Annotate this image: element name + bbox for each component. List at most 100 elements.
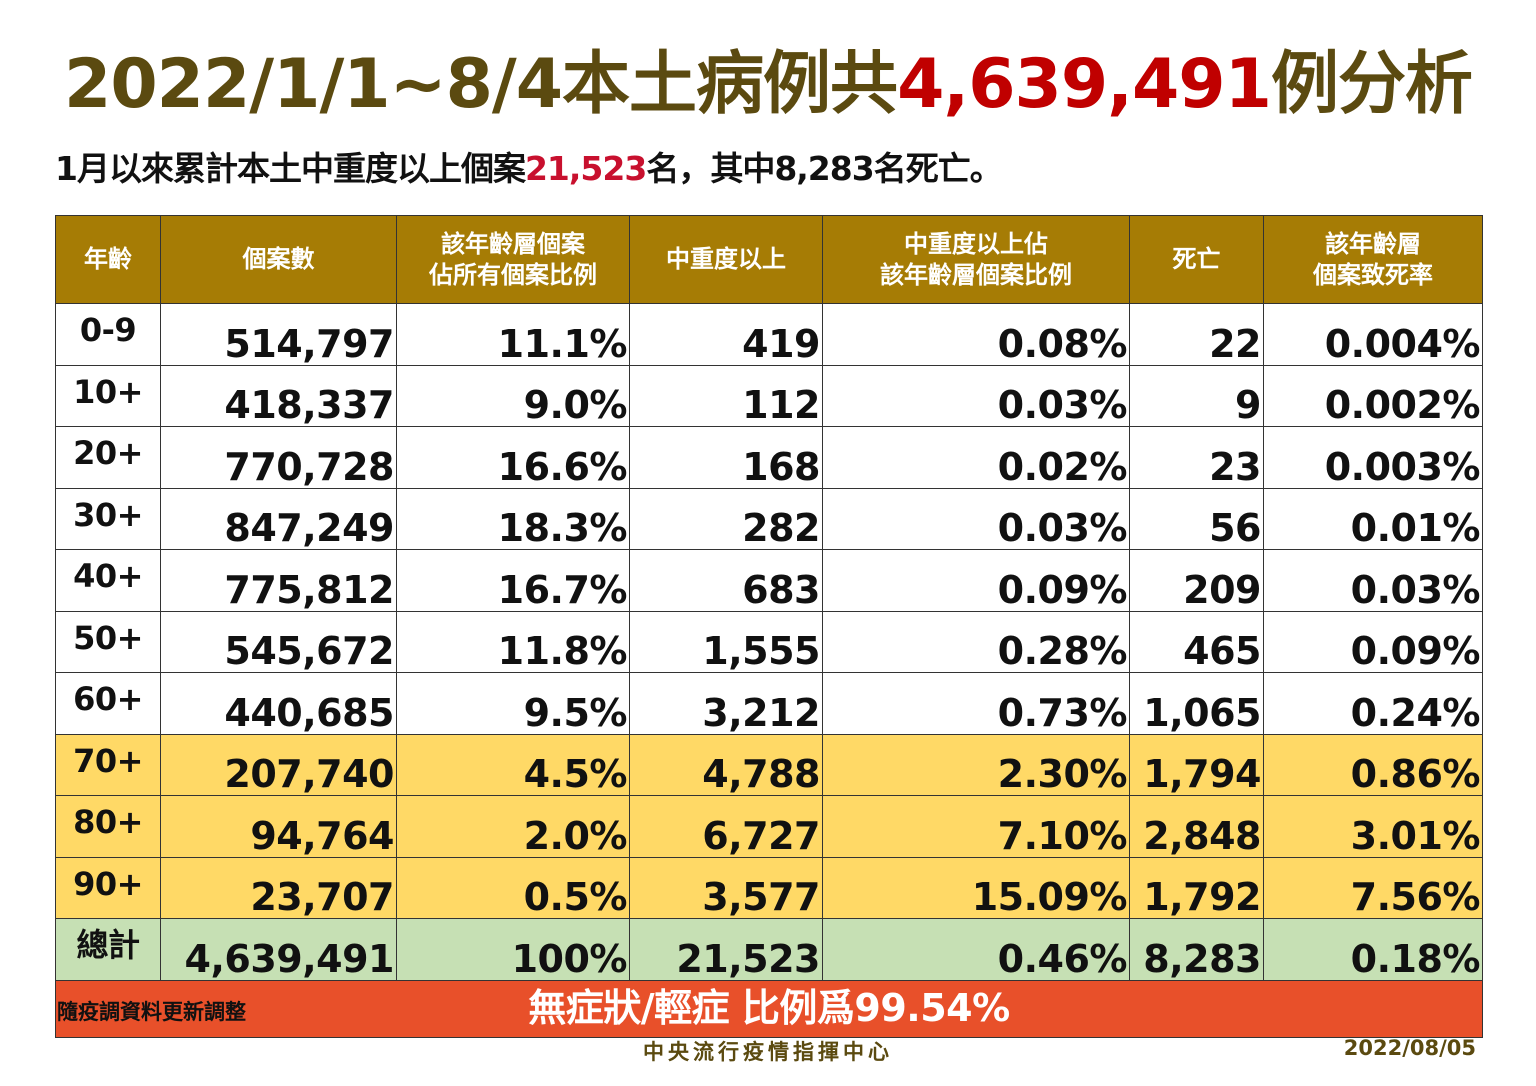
deaths-cell: 23 (1129, 426, 1264, 489)
deaths-cell: 9 (1129, 364, 1264, 427)
deaths-cell: 1,792 (1129, 856, 1264, 919)
deaths-cell: 1,065 (1129, 672, 1264, 735)
fatality-rate-cell: 3.01% (1263, 795, 1483, 858)
cases-cell: 207,740 (160, 733, 397, 796)
summary-suffix: 名，其中8,283名死亡。 (646, 149, 1002, 188)
deaths-cell: 8,283 (1129, 918, 1264, 981)
case-share-cell: 9.5% (396, 672, 630, 735)
fatality-rate-cell: 0.01% (1263, 487, 1483, 550)
table-row: 70+ 207,740 4.5% 4,788 2.30% 1,794 0.86% (55, 733, 1483, 796)
case-share-cell: 18.3% (396, 487, 630, 550)
cases-cell: 770,728 (160, 426, 397, 489)
table-row: 0-9 514,797 11.1% 419 0.08% 22 0.004% (55, 303, 1483, 366)
table-row: 90+ 23,707 0.5% 3,577 15.09% 1,792 7.56% (55, 856, 1483, 919)
cases-cell: 545,672 (160, 610, 397, 673)
deaths-cell: 22 (1129, 303, 1264, 366)
cases-cell: 94,764 (160, 795, 397, 858)
title-suffix: 例分析 (1270, 45, 1473, 124)
age-cell: 40+ (55, 549, 161, 612)
table-row: 10+ 418,337 9.0% 112 0.03% 9 0.002% (55, 364, 1483, 427)
age-cell: 20+ (55, 426, 161, 489)
severe-cell: 683 (629, 549, 823, 612)
table-row: 60+ 440,685 9.5% 3,212 0.73% 1,065 0.24% (55, 672, 1483, 735)
severe-cell: 6,727 (629, 795, 823, 858)
fatality-rate-cell: 0.003% (1263, 426, 1483, 489)
age-cell: 0-9 (55, 303, 161, 366)
age-cell: 70+ (55, 733, 161, 796)
age-analysis-table: 年齡 個案數 該年齡層個案 佔所有個案比例 中重度以上 中重度以上佔 該年齡層個案比例死… (55, 215, 1483, 1038)
cases-cell: 23,707 (160, 856, 397, 919)
case-share-cell: 4.5% (396, 733, 630, 796)
fatality-rate-cell: 0.03% (1263, 549, 1483, 612)
severe-share-cell: 0.28% (822, 610, 1130, 673)
severe-share-cell: 15.09% (822, 856, 1130, 919)
case-share-cell: 11.8% (396, 610, 630, 673)
fatality-rate-cell: 0.18% (1263, 918, 1483, 981)
title-prefix: 2022/1/1~8/4本土病例共 (64, 45, 898, 124)
table-row: 80+ 94,764 2.0% 6,727 7.10% 2,848 3.01% (55, 795, 1483, 858)
summary-line: 1月以來累計本土中重度以上個案21,523名，其中8,283名死亡。 (55, 142, 1003, 190)
case-share-cell: 0.5% (396, 856, 630, 919)
case-share-cell: 9.0% (396, 364, 630, 427)
fatality-rate-cell: 0.24% (1263, 672, 1483, 735)
age-cell: 30+ (55, 487, 161, 550)
age-cell: 總計 (55, 918, 161, 981)
title-total-cases: 4,639,491 (897, 45, 1272, 124)
summary-prefix: 1月以來累計本土中重度以上個案 (55, 149, 526, 188)
case-share-cell: 2.0% (396, 795, 630, 858)
severe-share-cell: 0.73% (822, 672, 1130, 735)
fatality-rate-cell: 0.002% (1263, 364, 1483, 427)
asymptomatic-banner-row: 無症狀/輕症 比例爲99.54% (55, 979, 1483, 1038)
case-share-cell: 11.1% (396, 303, 630, 366)
fatality-rate-cell: 0.86% (1263, 733, 1483, 796)
severe-cell: 282 (629, 487, 823, 550)
age-cell: 80+ (55, 795, 161, 858)
summary-severe-count: 21,523 (524, 149, 647, 188)
deaths-cell: 56 (1129, 487, 1264, 550)
severe-share-cell: 0.09% (822, 549, 1130, 612)
deaths-cell: 1,794 (1129, 733, 1264, 796)
case-share-cell: 100% (396, 918, 630, 981)
deaths-cell: 465 (1129, 610, 1264, 673)
case-share-cell: 16.6% (396, 426, 630, 489)
table-row: 20+ 770,728 16.6% 168 0.02% 23 0.003% (55, 426, 1483, 489)
publish-date: 2022/08/05 (1343, 1036, 1476, 1060)
severe-share-cell: 0.03% (822, 364, 1130, 427)
age-cell: 90+ (55, 856, 161, 919)
cases-cell: 418,337 (160, 364, 397, 427)
age-cell: 50+ (55, 610, 161, 673)
total-row: 總計 4,639,491 100% 21,523 0.46% 8,283 0.18% (55, 918, 1483, 981)
header-deaths: 死亡 (1129, 215, 1264, 304)
severe-cell: 1,555 (629, 610, 823, 673)
severe-cell: 168 (629, 426, 823, 489)
fatality-rate-cell: 0.004% (1263, 303, 1483, 366)
severe-cell: 3,212 (629, 672, 823, 735)
asymptomatic-banner: 無症狀/輕症 比例爲99.54% (55, 979, 1483, 1038)
severe-share-cell: 0.08% (822, 303, 1130, 366)
severe-share-cell: 7.10% (822, 795, 1130, 858)
table-header-row: 年齡 個案數 該年齡層個案 佔所有個案比例 中重度以上 中重度以上佔 該年齡層個案比例死… (55, 215, 1483, 304)
table-row: 30+ 847,249 18.3% 282 0.03% 56 0.01% (55, 487, 1483, 550)
cases-cell: 4,639,491 (160, 918, 397, 981)
cases-cell: 847,249 (160, 487, 397, 550)
header-severe: 中重度以上 (629, 215, 823, 304)
severe-share-cell: 0.46% (822, 918, 1130, 981)
header-age: 年齡 (55, 215, 161, 304)
header-cases: 個案數 (160, 215, 397, 304)
deaths-cell: 209 (1129, 549, 1264, 612)
age-cell: 60+ (55, 672, 161, 735)
severe-share-cell: 2.30% (822, 733, 1130, 796)
severe-share-cell: 0.03% (822, 487, 1130, 550)
header-severe-share: 中重度以上佔 該年齡層個案比例 (822, 215, 1130, 304)
cases-cell: 440,685 (160, 672, 397, 735)
cases-cell: 775,812 (160, 549, 397, 612)
footnote: 隨疫調資料更新調整 (57, 1000, 246, 1024)
age-cell: 10+ (55, 364, 161, 427)
header-case-share: 該年齡層個案 佔所有個案比例 (396, 215, 630, 304)
case-share-cell: 16.7% (396, 549, 630, 612)
severe-cell: 112 (629, 364, 823, 427)
table-row: 40+ 775,812 16.7% 683 0.09% 209 0.03% (55, 549, 1483, 612)
cases-cell: 514,797 (160, 303, 397, 366)
severe-cell: 21,523 (629, 918, 823, 981)
severe-cell: 4,788 (629, 733, 823, 796)
